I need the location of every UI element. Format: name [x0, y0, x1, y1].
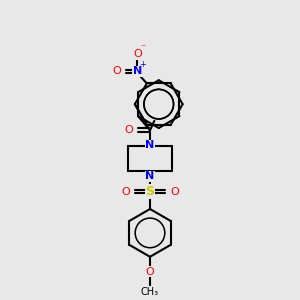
- Text: O: O: [113, 66, 122, 76]
- Text: O: O: [121, 187, 130, 196]
- Text: ⁻: ⁻: [141, 43, 146, 53]
- Text: CH₃: CH₃: [141, 287, 159, 297]
- Text: N: N: [133, 66, 142, 76]
- Text: N: N: [146, 171, 154, 182]
- Text: O: O: [124, 125, 133, 135]
- Text: O: O: [133, 49, 142, 59]
- Text: O: O: [146, 267, 154, 277]
- Text: S: S: [146, 185, 154, 198]
- Text: O: O: [170, 187, 179, 196]
- Text: N: N: [146, 140, 154, 150]
- Text: +: +: [139, 60, 146, 69]
